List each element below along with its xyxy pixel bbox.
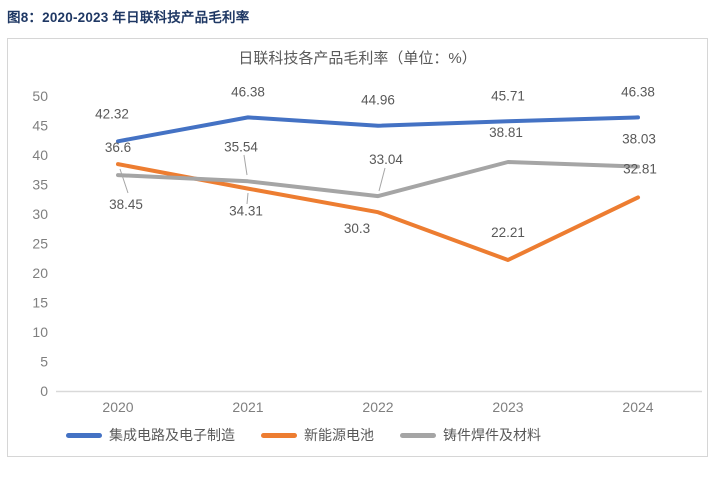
y-tick-label: 50 [32,88,48,104]
data-label: 34.31 [229,204,263,219]
data-label: 42.32 [95,106,129,121]
data-label: 36.6 [105,140,131,155]
data-label: 38.81 [489,125,523,140]
y-tick-label: 15 [32,295,48,311]
label-leader-line [119,168,129,194]
legend-label: 铸件焊件及材料 [443,427,541,443]
legend-label: 新能源电池 [304,427,374,443]
y-tick-label: 35 [32,177,48,193]
label-leader-line [246,192,249,205]
x-tick-label: 2023 [492,399,523,415]
series-line-castings-weldments [116,160,640,199]
figure-caption: 图8：2020-2023 年日联科技产品毛利率 [7,10,250,25]
y-tick-label: 45 [32,118,48,134]
data-label: 46.38 [621,84,655,99]
legend-item-new-energy-battery: 新能源电池 [261,425,374,445]
chart-container: 0 5 10 15 20 25 30 35 40 45 50 2020 2021 2022 2023 2024… [7,38,708,457]
data-label: 45.71 [491,88,525,103]
x-tick-label: 2022 [362,399,393,415]
legend-item-castings-weldments: 铸件焊件及材料 [400,425,541,445]
legend-item-integrated-circuits: 集成电路及电子制造 [66,425,235,445]
data-label: 46.38 [231,84,265,99]
chart-legend: 集成电路及电子制造 新能源电池 铸件焊件及材料 [66,425,541,445]
y-tick-label: 5 [40,354,48,370]
y-tick-label: 40 [32,147,48,163]
y-tick-label: 10 [32,324,48,340]
data-label: 32.81 [623,161,657,176]
line-chart-svg: 0 5 10 15 20 25 30 35 40 45 50 2020 2021 2022 2023 2024… [32,84,702,415]
y-tick-label: 25 [32,236,48,252]
y-tick-label: 20 [32,265,48,281]
label-leader-line [378,167,386,192]
y-tick-label: 30 [32,206,48,222]
legend-line-swatch-gray [400,432,436,438]
data-label: 30.3 [344,221,370,236]
x-tick-label: 2024 [622,399,653,415]
y-tick-label: 0 [40,383,48,399]
chart-title: 日联科技各产品毛利率（单位：%） [238,50,477,67]
x-tick-label: 2020 [102,399,133,415]
data-label: 38.45 [109,197,143,212]
x-tick-label: 2021 [232,399,263,415]
series-line-integrated-circuits [116,115,640,144]
legend-line-swatch-orange [261,432,297,438]
label-leader-line [243,154,248,176]
data-label: 35.54 [224,139,258,154]
legend-label: 集成电路及电子制造 [109,427,235,443]
data-label: 44.96 [361,93,395,108]
data-label: 22.21 [491,225,525,240]
data-label: 33.04 [369,152,403,167]
data-label: 38.03 [622,132,656,147]
legend-line-swatch-blue [66,432,102,438]
